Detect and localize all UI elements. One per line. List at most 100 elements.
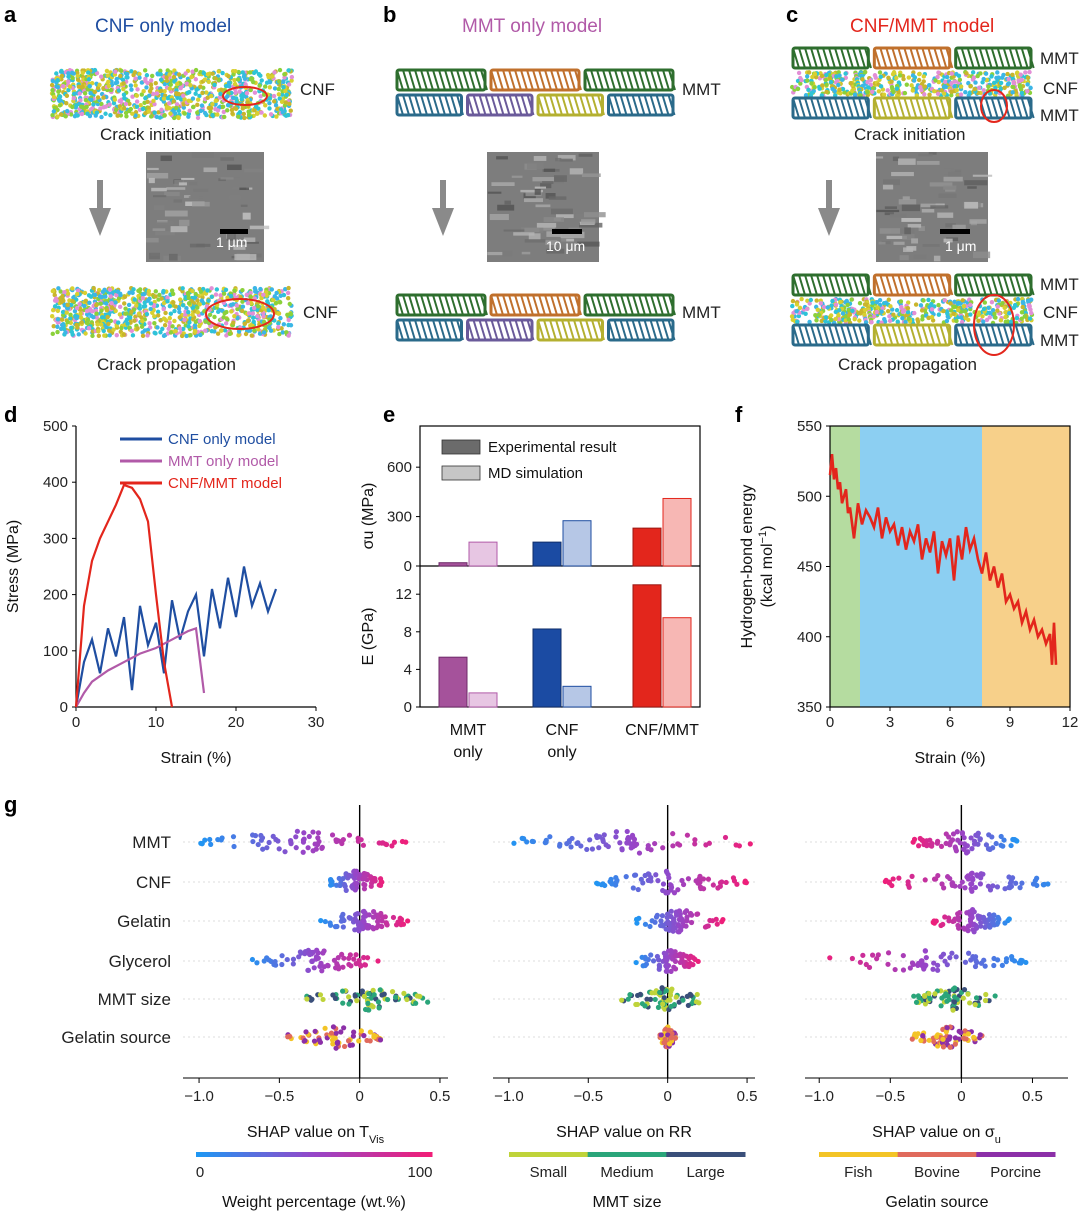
g1-colorbar-segment xyxy=(349,1152,356,1157)
g1-point xyxy=(273,836,279,843)
g3-point xyxy=(951,999,958,1005)
g1-point xyxy=(353,952,359,958)
g3-point xyxy=(940,921,946,928)
g3-point xyxy=(875,952,881,958)
g2-point xyxy=(657,989,663,995)
e-legend-swatch-0 xyxy=(441,439,481,455)
g3-point xyxy=(973,995,980,1001)
g3-point xyxy=(972,954,979,960)
g1-colorbar-segment xyxy=(207,1152,215,1157)
g3-point xyxy=(954,829,960,835)
g2-colorbar-label-2: Large xyxy=(686,1164,724,1181)
g1-colorbar-segment xyxy=(201,1152,209,1157)
g1-point xyxy=(405,918,411,924)
g1-colorbar-segment xyxy=(260,1152,268,1157)
g1-point xyxy=(358,922,364,928)
g2-point xyxy=(640,963,646,969)
crack-ellipse-c-initiation xyxy=(980,89,1008,123)
g1-point xyxy=(346,1001,352,1007)
g1-point xyxy=(305,845,311,851)
g3-point xyxy=(957,883,963,890)
g1-point xyxy=(290,961,296,967)
g2-point xyxy=(631,872,638,878)
panel-b-label-bottom: MMT xyxy=(682,303,721,322)
g3-point xyxy=(931,1039,937,1045)
e-category-label-2-0: CNF/MMT xyxy=(625,722,699,739)
g2-point xyxy=(671,890,678,896)
mmt-chain-b-bottom-1 xyxy=(395,293,676,317)
g3-point xyxy=(972,884,979,891)
g2-point xyxy=(547,834,553,840)
g2-point xyxy=(692,837,698,843)
g3-point xyxy=(1019,880,1025,886)
e-bottom-bar-md-2 xyxy=(662,617,692,708)
g3-point xyxy=(947,1034,953,1040)
g3-point xyxy=(944,962,950,968)
g2-point xyxy=(680,997,686,1003)
g1-point xyxy=(346,961,352,968)
f-y-tick-label: 450 xyxy=(797,559,822,576)
g1-point xyxy=(417,993,423,999)
e-bottom-bar-experimental-1 xyxy=(532,628,562,708)
g2-point xyxy=(686,955,692,962)
g1-point xyxy=(337,882,343,889)
g1-point xyxy=(330,1024,337,1030)
g1-point xyxy=(317,992,324,998)
g1-point xyxy=(331,957,338,963)
g1-point xyxy=(332,924,339,930)
g3-point xyxy=(966,950,972,956)
g3-point xyxy=(945,874,951,880)
g1-colorbar-segment xyxy=(337,1152,344,1157)
g1-point xyxy=(389,843,395,849)
g3-point xyxy=(968,835,974,841)
e-top-bar-md-0 xyxy=(468,541,498,567)
g1-point xyxy=(303,1029,309,1035)
g2-point xyxy=(617,840,623,846)
g2-point xyxy=(747,841,753,847)
g3-point xyxy=(870,952,876,958)
g3-point xyxy=(957,840,963,846)
g2-point xyxy=(656,964,663,970)
g1-point xyxy=(338,1029,344,1035)
g1-point xyxy=(346,872,352,878)
chart-shap-beeswarm: MMT CNF Gelatin Glycerol MMT size Gelatin sou… xyxy=(61,805,1068,1211)
e-bottom-tick-label: 8 xyxy=(404,624,412,641)
g2-point xyxy=(664,968,670,974)
g3-point xyxy=(907,965,913,971)
g3-point xyxy=(967,918,974,924)
panel-a-title: CNF only model xyxy=(95,16,231,37)
g1-point xyxy=(279,961,285,968)
g1-colorbar-segment xyxy=(355,1152,362,1157)
g2-x-axis-label: SHAP value on RR xyxy=(556,1124,692,1141)
g3-point xyxy=(962,1028,968,1034)
g3-point xyxy=(994,884,1001,890)
g3-point xyxy=(1009,954,1015,960)
g3-point xyxy=(923,954,929,961)
g3-point xyxy=(993,840,999,847)
g1-colorbar-segment xyxy=(249,1152,256,1157)
f-strain-band-0 xyxy=(830,426,860,707)
g2-point xyxy=(659,913,666,919)
g3-point xyxy=(922,948,928,954)
g3-point xyxy=(935,838,941,844)
g1-point xyxy=(318,960,324,966)
g2-colorbar-segment-0 xyxy=(509,1152,589,1157)
g3-point xyxy=(913,999,920,1005)
g3-point xyxy=(986,846,992,852)
g1-point xyxy=(207,836,213,843)
g2-point xyxy=(613,829,620,835)
g2-point xyxy=(673,912,680,918)
f-x-tick-label: 9 xyxy=(1006,714,1014,731)
g1-point xyxy=(362,1006,369,1013)
d-y-tick-label: 200 xyxy=(43,587,68,604)
g1-point xyxy=(366,991,372,997)
g1-point xyxy=(399,838,406,845)
g2-point xyxy=(519,835,525,841)
g1-point xyxy=(361,919,367,925)
g3-point xyxy=(969,846,975,852)
g3-point xyxy=(927,996,933,1002)
g1-point xyxy=(219,835,225,841)
g1-point xyxy=(362,882,368,888)
g2-point xyxy=(660,881,667,887)
g1-colorbar-segment xyxy=(420,1152,427,1157)
